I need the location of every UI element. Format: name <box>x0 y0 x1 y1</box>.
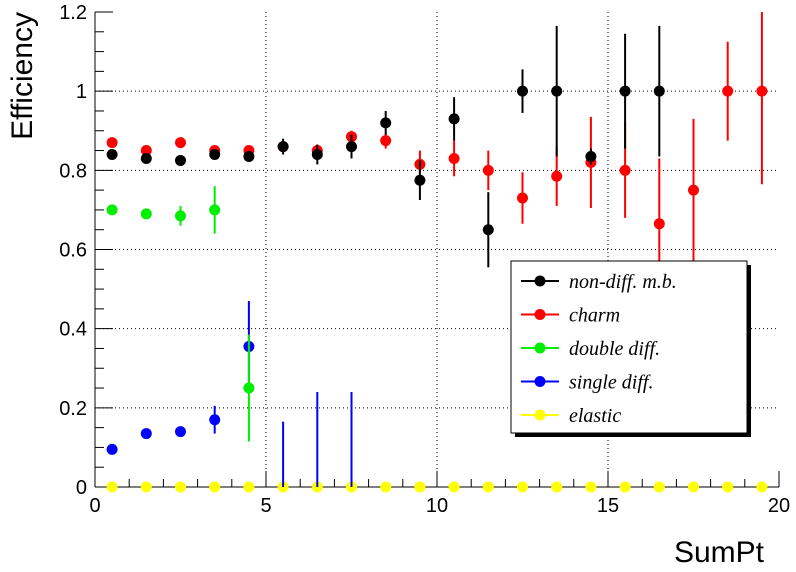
data-point <box>175 154 186 166</box>
data-point <box>448 152 460 164</box>
y-tick-label: 0 <box>76 477 87 499</box>
x-tick-label: 15 <box>597 495 619 517</box>
data-point <box>619 164 631 176</box>
data-point <box>106 443 118 455</box>
data-point <box>482 481 494 493</box>
data-point <box>551 85 563 97</box>
data-point <box>311 149 323 160</box>
y-tick-label: 1.2 <box>59 2 87 24</box>
x-tick-label: 5 <box>260 495 271 517</box>
data-point <box>243 150 255 162</box>
data-point <box>106 149 118 160</box>
data-point <box>346 141 357 153</box>
data-point <box>140 208 152 220</box>
data-point <box>414 174 426 186</box>
x-axis-title: SumPt <box>674 536 765 569</box>
data-point <box>243 382 255 394</box>
data-point <box>551 481 563 493</box>
y-tick-label: 0.6 <box>59 240 87 262</box>
data-point <box>653 85 665 97</box>
data-point <box>756 85 768 97</box>
data-point <box>140 428 152 440</box>
data-point <box>585 481 597 493</box>
data-point <box>140 152 152 164</box>
data-point <box>688 481 699 493</box>
legend: non-diff. m.b. charm double diff. single di… <box>510 260 751 437</box>
data-point <box>175 210 186 222</box>
y-tick-label: 1 <box>76 81 87 103</box>
data-point <box>175 426 186 438</box>
data-point <box>585 150 597 162</box>
legend-marker <box>534 275 546 287</box>
legend-marker <box>534 409 546 421</box>
data-point <box>653 218 665 230</box>
legend-marker <box>534 342 546 354</box>
data-point <box>551 170 563 182</box>
data-point <box>380 117 392 129</box>
y-tick-label: 0.8 <box>59 160 87 182</box>
data-point <box>209 204 221 216</box>
series-elastic <box>106 481 768 493</box>
data-point <box>722 481 734 493</box>
data-point <box>414 481 426 493</box>
data-series <box>106 12 768 493</box>
series-non-diff-m-b <box>106 25 665 268</box>
data-point <box>209 149 221 160</box>
data-point <box>619 85 631 97</box>
data-point <box>653 481 665 493</box>
data-point <box>140 481 152 493</box>
data-point <box>277 141 289 153</box>
data-point <box>209 414 221 426</box>
data-point <box>482 164 494 176</box>
y-tick-label: 0.4 <box>59 319 87 341</box>
y-tick-label: 0.2 <box>59 398 87 420</box>
legend-label: single diff. <box>569 372 653 394</box>
x-tick-label: 0 <box>89 495 100 517</box>
data-point <box>517 192 528 204</box>
data-point <box>106 481 118 493</box>
legend-label: charm <box>569 305 620 327</box>
legend-marker <box>534 376 546 387</box>
data-point <box>106 137 118 149</box>
data-point <box>688 184 699 196</box>
x-tick-label: 20 <box>768 495 790 517</box>
data-point <box>448 481 460 493</box>
data-point <box>517 481 528 493</box>
data-point <box>175 481 186 493</box>
legend-label: double diff. <box>569 338 660 360</box>
series-double-diff <box>106 186 255 442</box>
data-point <box>517 85 528 97</box>
data-point <box>756 481 768 493</box>
data-point <box>380 481 392 493</box>
data-point <box>722 85 734 97</box>
x-tick-label: 10 <box>426 495 448 517</box>
data-point <box>482 224 494 236</box>
axes: 0 5 10 15 20 0 0.2 0.4 0.6 0.8 1 1.2 <box>59 2 790 517</box>
y-axis-title: Efficiency <box>6 12 39 140</box>
legend-label: non-diff. m.b. <box>569 271 677 293</box>
data-point <box>243 481 255 493</box>
series-charm <box>106 12 768 290</box>
data-point <box>619 481 631 493</box>
data-point <box>380 135 392 147</box>
data-point <box>106 204 118 216</box>
data-point <box>448 113 460 125</box>
data-point <box>175 137 186 149</box>
legend-label: elastic <box>569 405 621 427</box>
data-point <box>209 481 221 493</box>
data-point <box>140 145 152 157</box>
legend-marker <box>534 309 546 320</box>
